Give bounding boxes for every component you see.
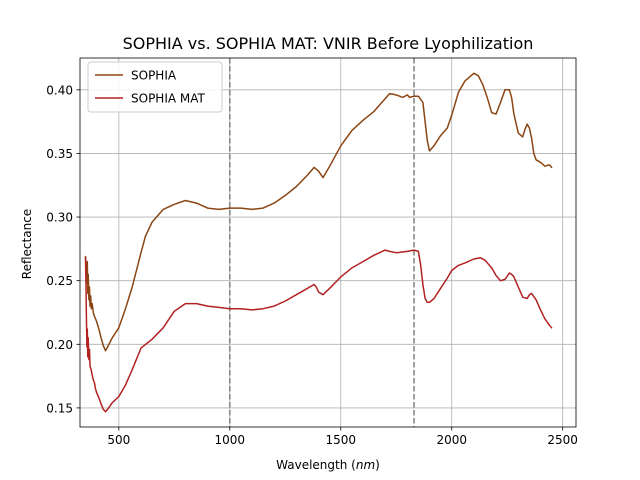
x-axis-label: Wavelength (nm) [276,458,380,472]
reference-lines [229,58,415,427]
plot-frame [79,57,577,428]
y-tick-label: 0.15 [46,401,73,415]
y-tick-label: 0.35 [46,147,73,161]
x-axis-label-suffix: ) [375,458,380,472]
x-axis-label-unit: nm [356,458,375,472]
x-axis-label-prefix: Wavelength ( [276,458,356,472]
series-line-sophia [84,72,553,352]
y-axis-label: Reflectance [20,209,34,279]
legend-label-sophia-mat: SOPHIA MAT [131,92,206,106]
x-tick-label: 2000 [436,433,467,447]
series-lines [84,72,553,413]
y-tick-label: 0.30 [46,211,73,225]
x-tick-label: 1000 [215,433,246,447]
y-tick-label: 0.25 [46,274,73,288]
legend-label-sophia: SOPHIA [131,69,177,83]
x-tick-label: 1500 [325,433,356,447]
x-tick-label: 500 [107,433,130,447]
chart-title: SOPHIA vs. SOPHIA MAT: VNIR Before Lyoph… [123,34,534,53]
axis-ticks: 500 1000 1500 2000 2500 0.15 0.20 0.25 0.30 0.35 0… [46,83,578,447]
y-tick-label: 0.20 [46,338,73,352]
legend: SOPHIA SOPHIA MAT [87,61,223,113]
y-tick-label: 0.40 [46,83,73,97]
x-tick-label: 2500 [547,433,578,447]
series-line-sophia-mat [84,249,553,413]
